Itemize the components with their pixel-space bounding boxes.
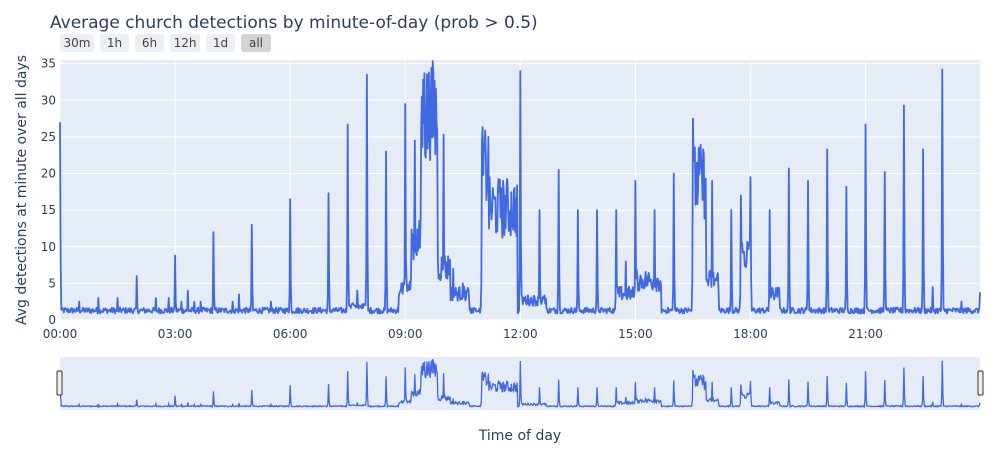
- x-tick-label: 03:00: [158, 327, 193, 341]
- range-button-1h[interactable]: 1h: [100, 34, 129, 52]
- range-button-30m[interactable]: 30m: [60, 34, 94, 52]
- range-slider-line: [59, 359, 981, 409]
- range-slider-left-handle[interactable]: [56, 370, 63, 396]
- x-tick-label: 18:00: [733, 327, 768, 341]
- range-button-6h[interactable]: 6h: [135, 34, 164, 52]
- range-slider-right-handle[interactable]: [977, 370, 984, 396]
- range-button-12h[interactable]: 12h: [170, 34, 200, 52]
- series-line: [59, 60, 981, 315]
- chart-title: Average church detections by minute-of-d…: [50, 13, 538, 33]
- y-tick-label: 25: [41, 130, 56, 144]
- x-tick-label: 00:00: [43, 327, 78, 341]
- y-tick-label: 0: [48, 313, 56, 327]
- y-tick-label: 20: [41, 167, 56, 181]
- x-tick-label: 21:00: [848, 327, 883, 341]
- y-tick-label: 10: [41, 240, 56, 254]
- x-tick-label: 15:00: [618, 327, 653, 341]
- y-tick-label: 5: [48, 276, 56, 290]
- y-axis-title: Avg detections at minute over all days: [14, 55, 30, 325]
- x-tick-label: 09:00: [388, 327, 423, 341]
- x-tick-label: 12:00: [503, 327, 538, 341]
- x-tick-label: 06:00: [273, 327, 308, 341]
- y-tick-label: 35: [41, 57, 56, 71]
- y-tick-label: 30: [41, 93, 56, 107]
- range-button-1d[interactable]: 1d: [206, 34, 235, 52]
- y-tick-label: 15: [41, 203, 56, 217]
- range-button-all[interactable]: all: [241, 34, 271, 52]
- x-axis-title: Time of day: [478, 428, 561, 444]
